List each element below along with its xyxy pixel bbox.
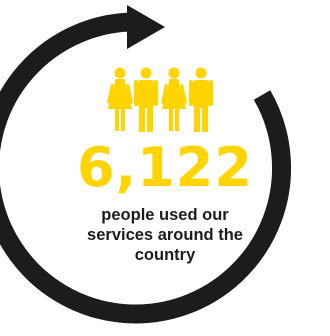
people-group-icon — [107, 67, 213, 132]
caption-line: services around the — [87, 226, 243, 244]
stat-caption: people used our services around the coun… — [60, 205, 270, 265]
man-icon — [189, 67, 213, 132]
man-icon — [134, 67, 158, 132]
caption-line: country — [134, 246, 196, 264]
woman-icon — [107, 67, 133, 131]
woman-icon — [161, 67, 187, 131]
stat-value: 6,122 — [77, 136, 253, 199]
caption-line: people used our — [101, 206, 229, 224]
